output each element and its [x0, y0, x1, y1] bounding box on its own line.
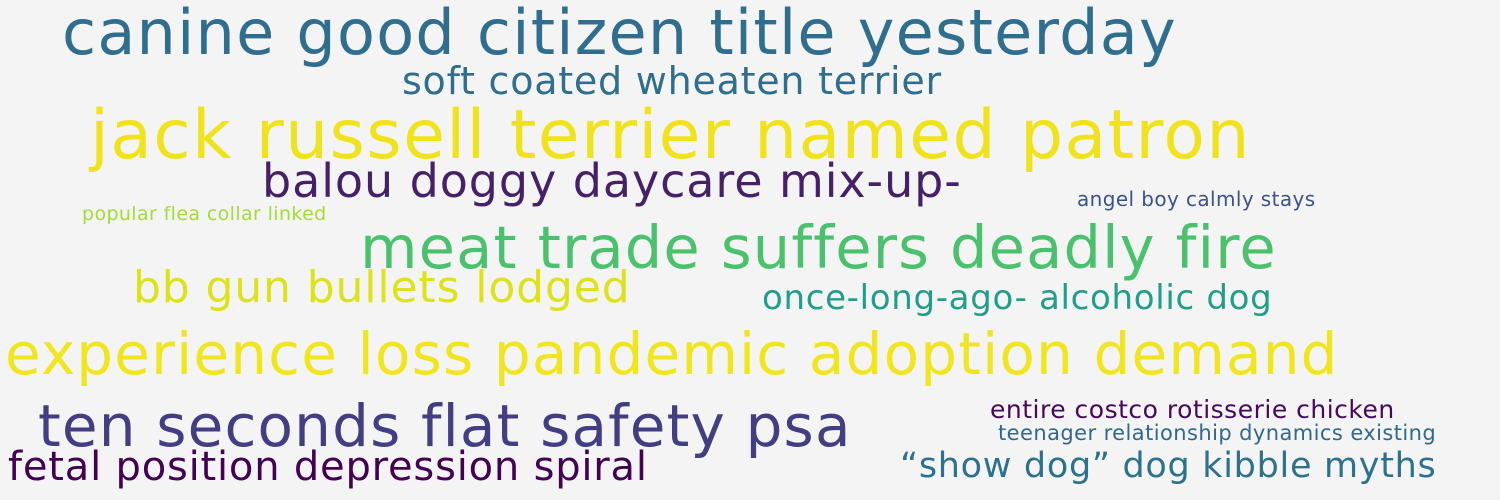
word-5: angel boy calmly stays	[1077, 187, 1316, 211]
word-14: fetal position depression spiral	[8, 444, 648, 490]
word-6: popular flea collar linked	[82, 203, 327, 225]
word-2: soft coated wheaten terrier	[402, 59, 942, 103]
word-12: ten seconds flat safety psa	[38, 392, 852, 460]
word-13: teenager relationship dynamics existing	[998, 421, 1437, 445]
word-10: experience loss pandemic adoption demand	[5, 320, 1339, 388]
word-8: bb gun bullets lodged	[133, 262, 631, 313]
word-3: jack russell terrier named patron	[90, 96, 1251, 175]
word-7: meat trade suffers deadly fire	[360, 213, 1277, 282]
word-15: “show dog” dog kibble myths	[900, 446, 1437, 486]
word-9: once-long-ago- alcoholic dog	[762, 278, 1273, 318]
word-4: balou doggy daycare mix-up-	[262, 154, 962, 208]
word-11: entire costco rotisserie chicken	[990, 395, 1395, 424]
word-1: canine good citizen title yesterday	[62, 0, 1177, 69]
